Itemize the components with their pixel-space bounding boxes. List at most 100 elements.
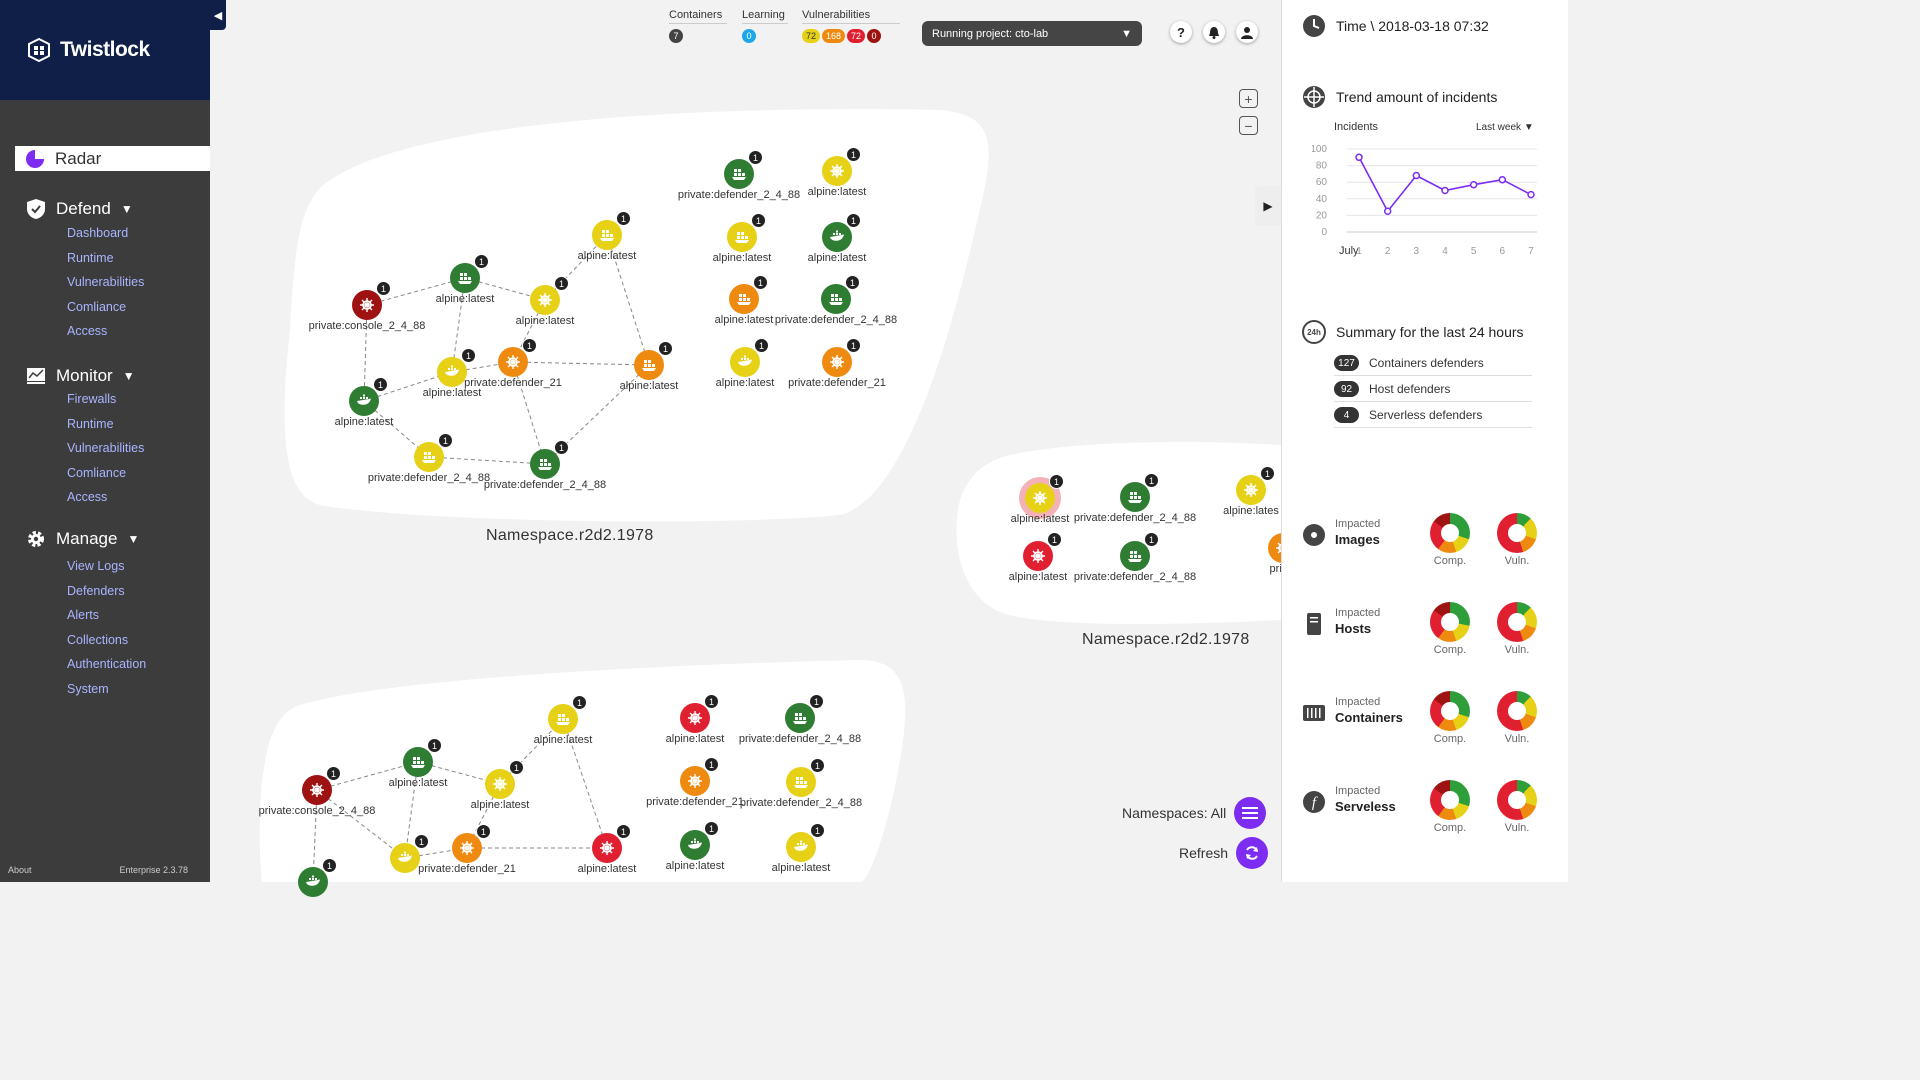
compliance-donut[interactable] bbox=[1430, 513, 1470, 553]
vulnerabilities-stat[interactable]: Vulnerabilities 72 168 72 0 bbox=[802, 9, 900, 43]
radar-node[interactable]: 1 alpine:latest bbox=[516, 276, 574, 327]
node-label: alpine:latest bbox=[715, 377, 775, 389]
radar-node[interactable]: 1 private:defender_2_4_88 bbox=[1074, 532, 1196, 583]
sidebar-item-defenders[interactable]: Defenders bbox=[67, 584, 125, 598]
radar-node[interactable]: 1 alpine:latest bbox=[578, 824, 636, 875]
radar-node[interactable]: 1 private:defender_2_4_88 bbox=[484, 440, 606, 491]
radar-node[interactable]: 1 alpine:latest bbox=[716, 338, 774, 389]
compliance-donut[interactable] bbox=[1430, 691, 1470, 731]
radar-node[interactable]: 1 alpine:latest bbox=[389, 738, 447, 789]
summary-row[interactable]: 4 Serverless defenders bbox=[1334, 403, 1532, 428]
sidebar-item-compliance[interactable]: Comliance bbox=[67, 466, 127, 480]
refresh-button[interactable] bbox=[1236, 837, 1269, 869]
namespaces-filter[interactable]: Namespaces: All bbox=[1122, 797, 1267, 829]
radar-node[interactable]: 1 alpine:latest bbox=[666, 821, 724, 872]
radar-node[interactable]: 1 private:console_2_4_88 bbox=[309, 281, 425, 332]
about-link[interactable]: About bbox=[8, 865, 32, 875]
radar-node[interactable]: 1 alpine:latest bbox=[436, 254, 494, 305]
refresh-control[interactable]: Refresh bbox=[1179, 837, 1269, 869]
radar-node[interactable]: 1 alpine:latest bbox=[715, 275, 773, 326]
project-selector[interactable]: Running project: cto-lab ▼ bbox=[922, 21, 1142, 46]
compliance-donut[interactable] bbox=[1430, 780, 1470, 820]
namespaces-button[interactable] bbox=[1234, 797, 1267, 829]
sidebar-item-alerts[interactable]: Alerts bbox=[67, 608, 99, 622]
radar-node[interactable]: 1 alpine:latest bbox=[423, 348, 481, 399]
zoom-in-button[interactable]: + bbox=[1239, 89, 1258, 108]
toggle-panel-button[interactable]: ▶ bbox=[1255, 186, 1281, 226]
sidebar-item-dashboard[interactable]: Dashboard bbox=[67, 226, 129, 240]
radar-node[interactable]: 1 alpine:latest bbox=[808, 147, 866, 198]
node-count-badge: 1 bbox=[1049, 474, 1064, 489]
summary-row[interactable]: 127 Containers defenders bbox=[1334, 351, 1532, 376]
containers-stat[interactable]: Containers 7 bbox=[669, 9, 727, 43]
node-count-badge: 1 bbox=[809, 694, 824, 709]
radar-node[interactable]: 1 private:defender_21 bbox=[788, 338, 886, 389]
radar-node[interactable]: 1 private:defender_21 bbox=[418, 824, 516, 875]
summary-row[interactable]: 92 Host defenders bbox=[1334, 377, 1532, 402]
sidebar-item-access[interactable]: Access bbox=[67, 490, 108, 504]
radar-node[interactable]: 1 private:defender_2_4_88 bbox=[739, 694, 861, 745]
radar-node[interactable]: 1 private:console_2_4_88 bbox=[259, 766, 375, 817]
radar-node[interactable]: 1 alpine:latest bbox=[1009, 532, 1067, 583]
collapse-sidebar-button[interactable]: ◀ bbox=[210, 0, 226, 30]
impacted-images[interactable]: Impacted Images Comp. Vuln. bbox=[1302, 513, 1552, 583]
radar-node[interactable]: 1 private:defender_21 bbox=[464, 338, 562, 389]
radar-node[interactable]: 1 private:defender_2_4_88 bbox=[1074, 473, 1196, 524]
sidebar-item-compliance[interactable]: Comliance bbox=[67, 300, 127, 314]
caret-right-icon: ▶ bbox=[1263, 199, 1273, 213]
radar-label: Radar bbox=[55, 148, 102, 168]
impacted-hosts[interactable]: Impacted Hosts Comp. Vuln. bbox=[1302, 602, 1552, 672]
radar-node[interactable]: 1 private:defender_2_4_88 bbox=[775, 275, 897, 326]
radar-node[interactable]: 1 alpine:latest bbox=[620, 341, 678, 392]
notifications-button[interactable] bbox=[1203, 21, 1225, 43]
vulnerability-donut[interactable] bbox=[1497, 513, 1537, 553]
sidebar-item-vulnerabilities[interactable]: Vulnerabilities bbox=[67, 441, 145, 455]
radar-node[interactable]: 1 private:defender_21 bbox=[646, 757, 744, 808]
radar-node[interactable]: 1 alpine:latest bbox=[534, 695, 592, 746]
sidebar-item-runtime[interactable]: Runtime bbox=[67, 417, 114, 431]
sidebar-item-access[interactable]: Access bbox=[67, 324, 108, 338]
impacted-containers[interactable]: Impacted Containers Comp. Vuln. bbox=[1302, 691, 1552, 761]
sidebar-item-runtime[interactable]: Runtime bbox=[67, 251, 114, 265]
section-monitor[interactable]: Monitor ▼ bbox=[26, 366, 135, 386]
vulnerability-donut[interactable] bbox=[1497, 691, 1537, 731]
radar-node[interactable]: 1 alpine:latest bbox=[808, 213, 866, 264]
refresh-label: Refresh bbox=[1179, 845, 1229, 861]
radar-node[interactable]: 1 alpine:latest bbox=[713, 213, 771, 264]
radar-node[interactable]: 1 bbox=[298, 858, 337, 897]
help-button[interactable]: ? bbox=[1170, 21, 1192, 43]
user-button[interactable] bbox=[1236, 21, 1258, 43]
section-defend[interactable]: Defend ▼ bbox=[26, 198, 133, 220]
compliance-donut[interactable] bbox=[1430, 602, 1470, 642]
radar-node[interactable]: 1 alpine:lates bbox=[1223, 466, 1279, 517]
zoom-out-button[interactable]: − bbox=[1239, 116, 1258, 135]
sidebar-item-authentication[interactable]: Authentication bbox=[67, 657, 147, 671]
learning-label: Learning bbox=[742, 9, 785, 21]
section-manage[interactable]: Manage ▼ bbox=[26, 529, 139, 549]
docker-icon bbox=[306, 875, 320, 886]
impacted-prefix: Impacted bbox=[1335, 607, 1381, 619]
radar-node[interactable]: 1 alpine:latest bbox=[772, 823, 830, 874]
sidebar-item-vulnerabilities[interactable]: Vulnerabilities bbox=[67, 275, 145, 289]
radar-node[interactable]: 1 private:defender_2_4_88 bbox=[368, 433, 490, 484]
radar-node[interactable]: 1 private:defender_2_4_88 bbox=[740, 758, 862, 809]
radar-node[interactable]: 1 alpine:latest bbox=[1011, 474, 1069, 525]
radar-node[interactable]: 1 bbox=[390, 834, 429, 873]
time-header[interactable]: Time \ 2018-03-18 07:32 bbox=[1302, 14, 1489, 38]
range-selector[interactable]: Last week ▼ bbox=[1476, 122, 1534, 133]
brand-logo[interactable]: Twistlock bbox=[0, 0, 210, 100]
learning-stat[interactable]: Learning 0 bbox=[742, 9, 788, 43]
radar-node[interactable]: 1 alpine:latest bbox=[471, 760, 529, 811]
radar-node[interactable]: 1 alpine:latest bbox=[578, 211, 636, 262]
sidebar-item-view-logs[interactable]: View Logs bbox=[67, 559, 125, 573]
vulnerability-donut[interactable] bbox=[1497, 602, 1537, 642]
impacted-serverless[interactable]: f Impacted Serveless Comp. Vuln. bbox=[1302, 780, 1552, 850]
radar-node[interactable]: 1 private:defender_2_4_88 bbox=[678, 150, 800, 201]
sidebar-item-system[interactable]: System bbox=[67, 682, 109, 696]
radar-node[interactable]: 1 alpine:latest bbox=[666, 694, 724, 745]
radar-node[interactable]: 1 alpine:latest bbox=[335, 377, 393, 428]
sidebar-item-collections[interactable]: Collections bbox=[67, 633, 129, 647]
sidebar-item-firewalls[interactable]: Firewalls bbox=[67, 392, 117, 406]
vulnerability-donut[interactable] bbox=[1497, 780, 1537, 820]
sidebar-item-radar[interactable]: Radar bbox=[15, 146, 210, 171]
